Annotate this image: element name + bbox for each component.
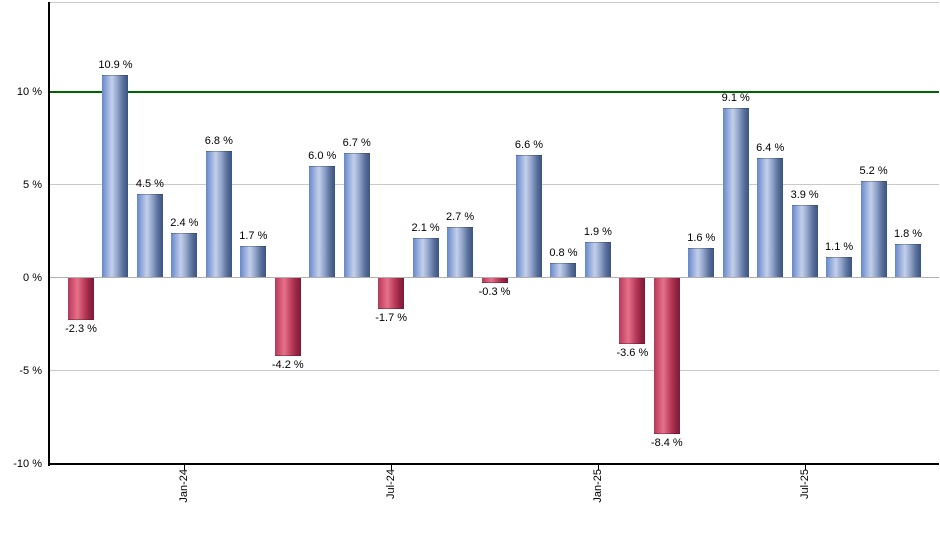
x-axis-tick	[184, 464, 186, 470]
reference-line	[48, 90, 939, 93]
bar-Feb-24	[205, 151, 232, 278]
bar-Jan-25	[584, 242, 611, 278]
gridline	[48, 370, 939, 371]
bar-Mar-25	[653, 277, 680, 434]
bar-Jul-24	[378, 277, 405, 310]
bar-value-label: 1.9 %	[583, 226, 612, 239]
bar-Mar-24	[240, 245, 267, 278]
bar-value-label: 2.1 %	[411, 222, 440, 235]
bar-value-label: 6.4 %	[756, 142, 785, 155]
x-axis-tick	[391, 464, 393, 470]
bar-value-label: -0.3 %	[478, 286, 511, 299]
bar-value-label: 2.7 %	[445, 211, 475, 224]
bar-value-label: 3.9 %	[790, 188, 819, 201]
bar-value-label: -4.2 %	[271, 358, 304, 371]
bar-Jun-25	[757, 158, 784, 278]
bar-value-label: -2.3 %	[65, 323, 97, 336]
bar-value-label: 2.4 %	[170, 216, 199, 229]
x-axis	[48, 462, 939, 465]
bar-Sep-25	[860, 180, 887, 278]
y-axis	[48, 2, 50, 466]
bar-May-24	[309, 165, 336, 278]
bar-Dec-24	[550, 262, 577, 278]
bar-value-label: 6.7 %	[342, 136, 371, 149]
plot-top-border	[48, 2, 939, 3]
y-axis-tick-label: 10 %	[16, 85, 42, 98]
y-axis-tick-label: 5 %	[23, 178, 42, 191]
bar-Jul-25	[791, 204, 818, 278]
bar-May-25	[722, 108, 749, 278]
bar-Oct-25	[895, 244, 922, 278]
gridline	[48, 184, 939, 185]
bar-value-label: 1.6 %	[687, 231, 716, 244]
x-axis-tick	[597, 464, 599, 470]
bar-value-label: 5.2 %	[859, 164, 888, 177]
bar-value-label: 1.1 %	[825, 241, 854, 254]
bar-value-label: 10.9 %	[98, 58, 133, 71]
x-axis-tick-label: Jul-25	[798, 468, 811, 499]
bar-value-label: 4.5 %	[135, 177, 164, 190]
bar-Aug-25	[826, 257, 853, 278]
y-axis-tick-label: -5 %	[19, 364, 42, 377]
bar-Jun-24	[343, 152, 370, 278]
bar-Apr-25	[688, 247, 715, 278]
bar-Aug-24	[412, 238, 439, 278]
bar-value-label: -1.7 %	[375, 312, 408, 325]
bar-value-label: -3.6 %	[616, 347, 649, 360]
bar-Sep-24	[447, 227, 474, 278]
bar-value-label: 0.8 %	[549, 246, 578, 259]
bar-value-label: 9.1 %	[721, 92, 750, 105]
bar-Oct-24	[481, 277, 508, 284]
bar-value-label: 6.8 %	[204, 135, 233, 148]
bar-Nov-23	[102, 74, 129, 278]
bar-value-label: 1.7 %	[239, 229, 268, 242]
bar-Oct-23	[68, 277, 94, 321]
x-axis-tick-label: Jul-24	[385, 468, 398, 499]
bar-value-label: 6.0 %	[308, 149, 337, 162]
bar-Jan-24	[171, 232, 198, 278]
bar-value-label: -8.4 %	[650, 436, 683, 449]
bar-Apr-24	[274, 277, 301, 356]
y-axis-tick-label: 0 %	[23, 271, 42, 284]
bar-value-label: 1.8 %	[893, 228, 923, 241]
y-axis-tick-label: -10 %	[13, 457, 42, 470]
x-axis-tick-label: Jan-25	[591, 468, 604, 503]
bar-Nov-24	[515, 154, 542, 278]
x-axis-tick-label: Jan-24	[178, 468, 191, 503]
bar-Dec-23	[136, 193, 163, 278]
bar-value-label: 6.6 %	[514, 138, 544, 151]
bar-Feb-25	[619, 277, 646, 345]
x-axis-tick	[804, 464, 806, 470]
